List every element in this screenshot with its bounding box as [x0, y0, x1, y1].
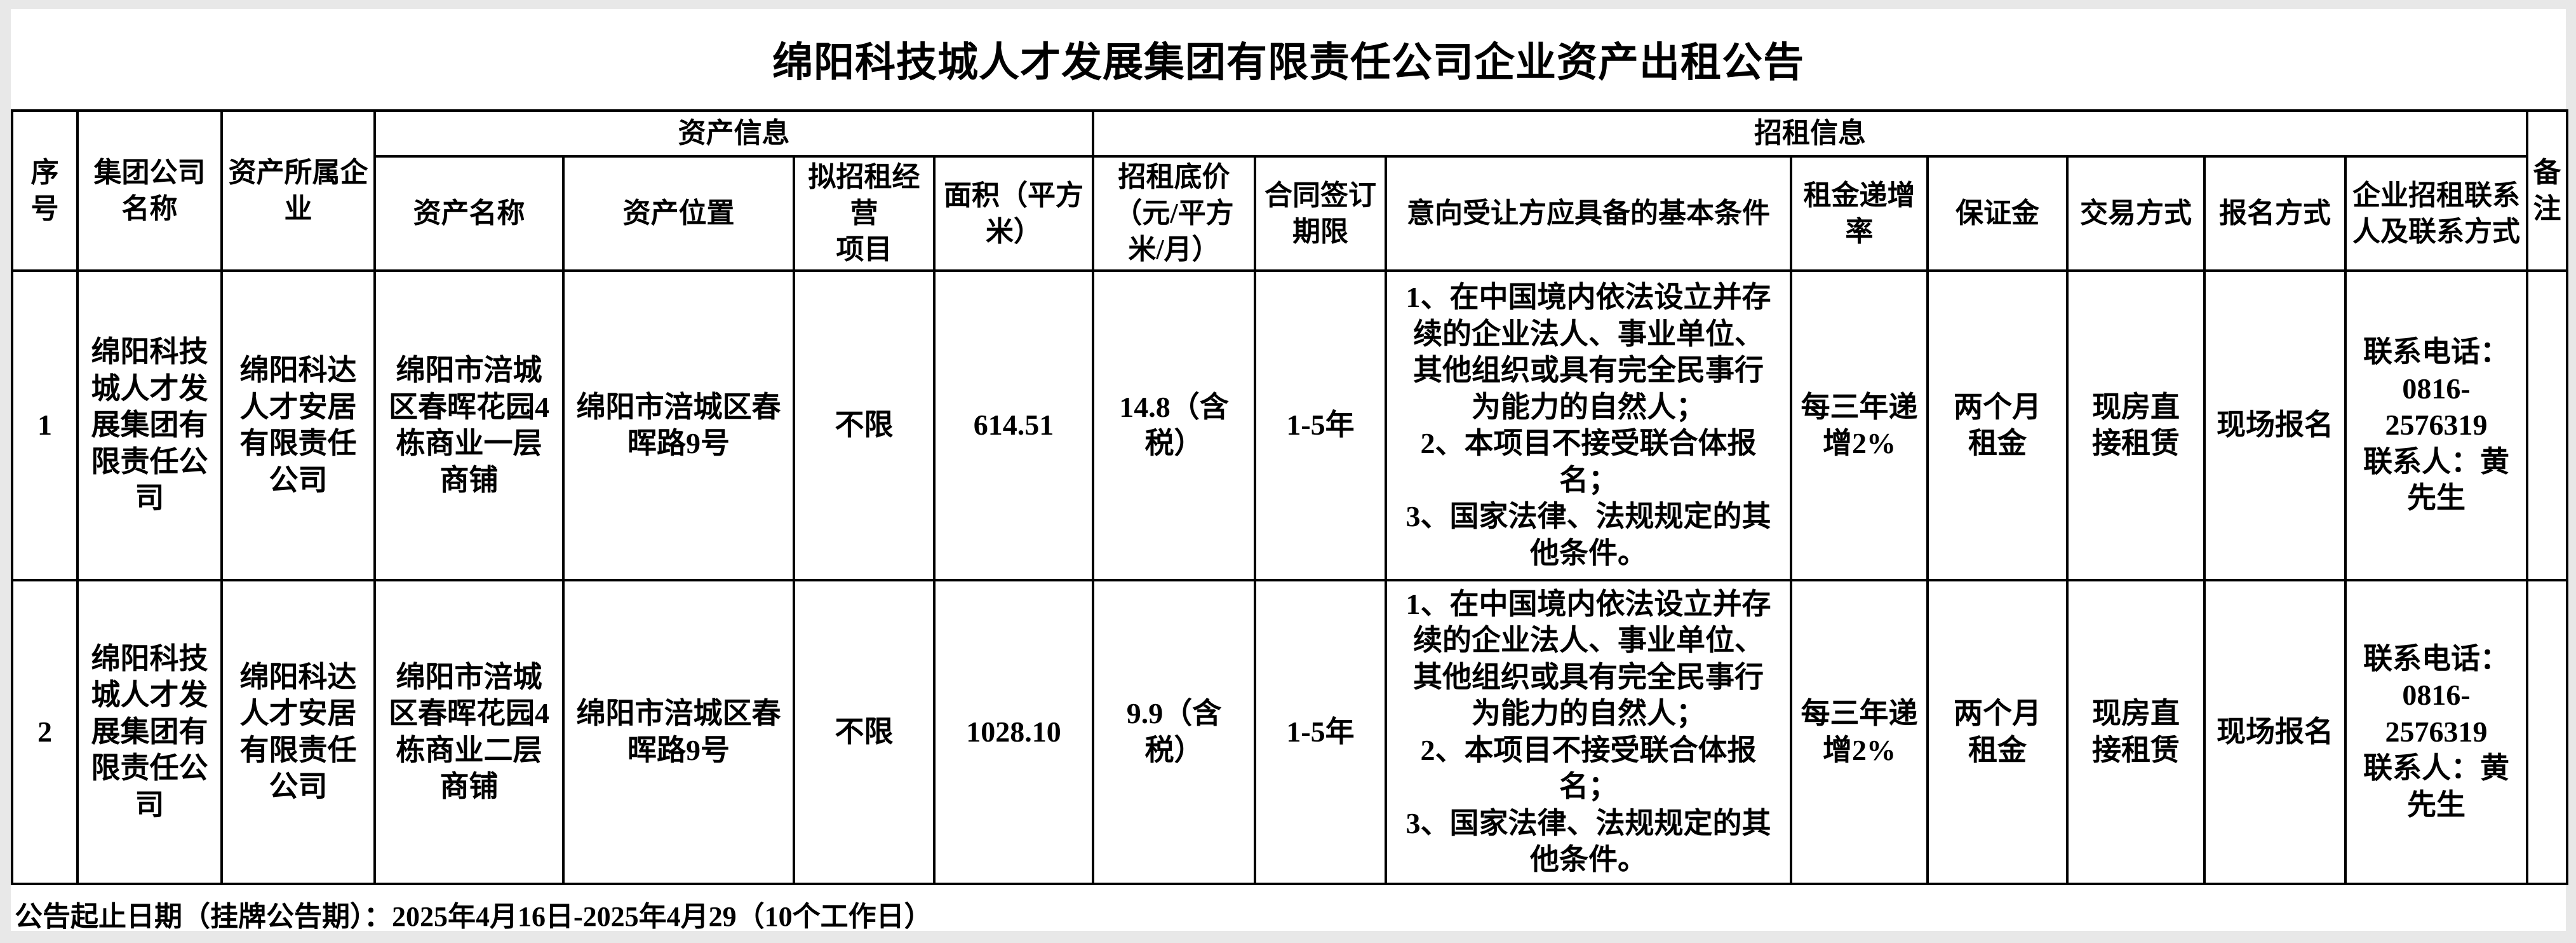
header-registration-method: 报名方式: [2203, 155, 2347, 272]
header-base-price: 招租底价 （元/平方 米/月）: [1092, 155, 1256, 272]
cell-remark: [2526, 269, 2568, 581]
document-page: 绵阳科技城人才发展集团有限责任公司企业资产出租公告 序号 集团公司 名称 资产所…: [11, 9, 2568, 932]
header-owner-company: 资产所属企 业: [220, 109, 376, 272]
cell-business-scope: 不限: [793, 578, 936, 885]
cell-contract-term: 1-5年: [1254, 578, 1387, 885]
header-group-row: 序号 集团公司 名称 资产所属企 业 资产信息 招租信息 备 注: [11, 109, 2568, 272]
announcement-period-note: 公告起止日期（挂牌公告期）：2025年4月16日-2025年4月29（10个工作…: [15, 900, 932, 932]
header-transaction-method: 交易方式: [2066, 155, 2206, 272]
cell-index: 2: [11, 578, 79, 885]
page-title: 绵阳科技城人才发展集团有限责任公司企业资产出租公告: [772, 40, 1804, 85]
cell-area: 614.51: [933, 269, 1094, 581]
cell-registration-method: 现场报名: [2203, 269, 2347, 581]
header-sub-row: 资产名称 资产位置 拟招租经营 项目 面积（平方 米） 招租底价 （元/平方 米…: [12, 155, 2567, 272]
cell-base-price: 14.8（含 税）: [1092, 269, 1256, 581]
header-rent-increase: 租金递增 率: [1790, 155, 1929, 272]
cell-contract-term: 1-5年: [1254, 269, 1387, 581]
header-asset-location: 资产位置: [562, 155, 795, 272]
header-area: 面积（平方 米）: [933, 155, 1094, 272]
cell-asset-name: 绵阳市涪城 区春晖花园4 栋商业一层 商铺: [373, 269, 565, 581]
table-row: 2 绵阳科技 城人才发 展集团有 限责任公 司 绵阳科达 人才安居 有限责任 公…: [11, 578, 2568, 885]
header-deposit: 保证金: [1926, 155, 2069, 272]
cell-deposit: 两个月 租金: [1926, 269, 2069, 581]
header-contact: 企业招租联系 人及联系方式: [2344, 155, 2528, 272]
cell-area: 1028.10: [933, 578, 1094, 885]
header-group-leasing-info: 招租信息: [1092, 109, 2528, 158]
cell-asset-name: 绵阳市涪城 区春晖花园4 栋商业二层 商铺: [373, 578, 565, 885]
cell-asset-location: 绵阳市涪城区春 晖路9号: [562, 578, 795, 885]
cell-base-price: 9.9（含 税）: [1092, 578, 1256, 885]
header-conditions: 意向受让方应具备的基本条件: [1385, 155, 1792, 272]
cell-conditions: 1、在中国境内依法设立并存 续的企业法人、事业单位、 其他组织或具有完全民事行 …: [1385, 269, 1792, 581]
cell-owner-company: 绵阳科达 人才安居 有限责任 公司: [220, 578, 376, 885]
cell-group-company: 绵阳科技 城人才发 展集团有 限责任公 司: [76, 269, 223, 581]
cell-deposit: 两个月 租金: [1926, 578, 2069, 885]
asset-rental-table: 序号 集团公司 名称 资产所属企 业 资产信息 招租信息 备 注 资产名称 资产…: [11, 109, 2568, 885]
cell-group-company: 绵阳科技 城人才发 展集团有 限责任公 司: [76, 578, 223, 885]
cell-asset-location: 绵阳市涪城区春 晖路9号: [562, 269, 795, 581]
cell-rent-increase: 每三年递 增2%: [1790, 578, 1929, 885]
header-business-scope: 拟招租经营 项目: [793, 155, 936, 272]
header-group-company: 集团公司 名称: [76, 109, 223, 272]
cell-remark: [2526, 578, 2568, 885]
cell-business-scope: 不限: [793, 269, 936, 581]
cell-conditions: 1、在中国境内依法设立并存 续的企业法人、事业单位、 其他组织或具有完全民事行 …: [1385, 578, 1792, 885]
cell-transaction-method: 现房直 接租赁: [2066, 578, 2206, 885]
cell-contact: 联系电话： 0816- 2576319 联系人：黄 先生: [2344, 578, 2528, 885]
cell-rent-increase: 每三年递 增2%: [1790, 269, 1929, 581]
header-group-asset-info: 资产信息: [373, 109, 1094, 158]
cell-registration-method: 现场报名: [2203, 578, 2347, 885]
cell-contact: 联系电话： 0816- 2576319 联系人：黄 先生: [2344, 269, 2528, 581]
table-row: 1 绵阳科技 城人才发 展集团有 限责任公 司 绵阳科达 人才安居 有限责任 公…: [11, 269, 2568, 581]
header-index: 序号: [11, 109, 79, 272]
cell-index: 1: [11, 269, 79, 581]
cell-transaction-method: 现房直 接租赁: [2066, 269, 2206, 581]
header-contract-term: 合同签订 期限: [1254, 155, 1387, 272]
cell-owner-company: 绵阳科达 人才安居 有限责任 公司: [220, 269, 376, 581]
header-remark: 备 注: [2526, 109, 2568, 272]
header-asset-name: 资产名称: [373, 155, 565, 272]
